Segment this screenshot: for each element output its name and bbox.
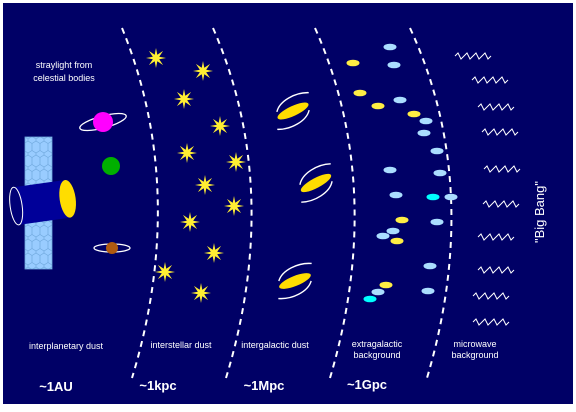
telescope-back [9, 186, 24, 226]
wave-icon [482, 200, 520, 208]
source-blob [421, 287, 435, 295]
source-blob [430, 218, 444, 226]
source-blob [433, 169, 447, 177]
galaxy-arm [299, 163, 331, 185]
label-interplanetary-dust: interplanetary dust [29, 341, 104, 351]
label-extragalactic-1: extragalactic [352, 339, 403, 349]
source-blob [346, 59, 360, 67]
telescope-icon [9, 136, 76, 270]
star-icon [155, 262, 175, 282]
microwave-waves [454, 52, 521, 326]
telescope-tube [13, 179, 71, 225]
galaxy-icon [276, 91, 310, 131]
source-blob [353, 89, 367, 97]
source-blob [379, 281, 393, 289]
galaxy-core [300, 173, 332, 193]
label-intergalactic-dust: intergalactic dust [241, 340, 309, 350]
source-blob [444, 193, 458, 201]
galaxy-core [277, 102, 309, 120]
star-icon [226, 152, 246, 172]
source-blob [407, 110, 421, 118]
scale-gpc: ~1Gpc [347, 377, 387, 392]
galaxy-icon [299, 163, 333, 203]
boundary-line [121, 27, 159, 379]
star-icon [224, 196, 244, 216]
wave-icon [472, 292, 510, 300]
label-extragalactic-2: background [353, 350, 400, 360]
planet-icon [106, 242, 118, 254]
source-blob [390, 237, 404, 245]
source-blob [386, 227, 400, 235]
telescope-mirror [59, 179, 76, 218]
distance-boundaries [121, 27, 453, 379]
wave-icon [477, 266, 515, 274]
source-blob [363, 295, 377, 303]
star-icon [180, 212, 200, 232]
source-blob [371, 288, 385, 296]
boundary-line [409, 27, 453, 379]
source-blob [389, 191, 403, 199]
source-blob [393, 96, 407, 104]
star-icon [177, 143, 197, 163]
planet-green [102, 157, 120, 175]
galaxy-arm [278, 262, 312, 282]
label-straylight-1: straylight from [36, 60, 93, 70]
galaxy-icon [278, 262, 312, 300]
wave-icon [477, 103, 515, 111]
source-blob [387, 61, 401, 69]
star-icon [191, 283, 211, 303]
wave-icon [481, 128, 519, 136]
star-icon [210, 116, 230, 136]
star-icon [204, 243, 224, 263]
star-icon [174, 89, 194, 109]
star-icon [146, 48, 166, 68]
source-blob [417, 129, 431, 137]
scale-kpc: ~1kpc [139, 378, 176, 393]
star-icon [193, 61, 213, 81]
label-microwave-2: background [451, 350, 498, 360]
source-blob [383, 166, 397, 174]
galaxy-arm [277, 109, 310, 131]
scale-au: ~1AU [39, 379, 73, 394]
planet-ringed-magenta [79, 112, 127, 132]
galaxy-core [279, 273, 311, 289]
source-blob [395, 216, 409, 224]
planet-icon [93, 112, 113, 132]
stars-group [146, 48, 246, 303]
label-big-bang: "Big Bang" [532, 181, 547, 243]
source-blob [419, 117, 433, 125]
source-blob [371, 102, 385, 110]
galaxy-arm [276, 91, 309, 113]
source-blob [376, 232, 390, 240]
galaxy-arm [278, 280, 312, 300]
star-icon [195, 175, 215, 195]
boundary-line [212, 27, 253, 379]
scale-mpc: ~1Mpc [244, 378, 285, 393]
planet-ringed-brown [93, 242, 131, 254]
extragalactic-sources [346, 43, 458, 303]
wave-icon [483, 165, 521, 173]
wave-icon [471, 76, 509, 84]
background-panel [1, 1, 575, 406]
wave-icon [477, 233, 515, 241]
label-microwave-1: microwave [453, 339, 496, 349]
label-straylight-2: celestial bodies [33, 73, 95, 83]
label-interstellar-dust: interstellar dust [150, 340, 212, 350]
wave-icon [472, 318, 510, 326]
galaxy-arm [301, 181, 333, 203]
source-blob [430, 147, 444, 155]
wave-icon [454, 52, 492, 60]
source-blob [423, 262, 437, 270]
source-blob [383, 43, 397, 51]
boundary-line [314, 27, 356, 379]
source-blob [426, 193, 440, 201]
galaxies-group [276, 91, 333, 300]
